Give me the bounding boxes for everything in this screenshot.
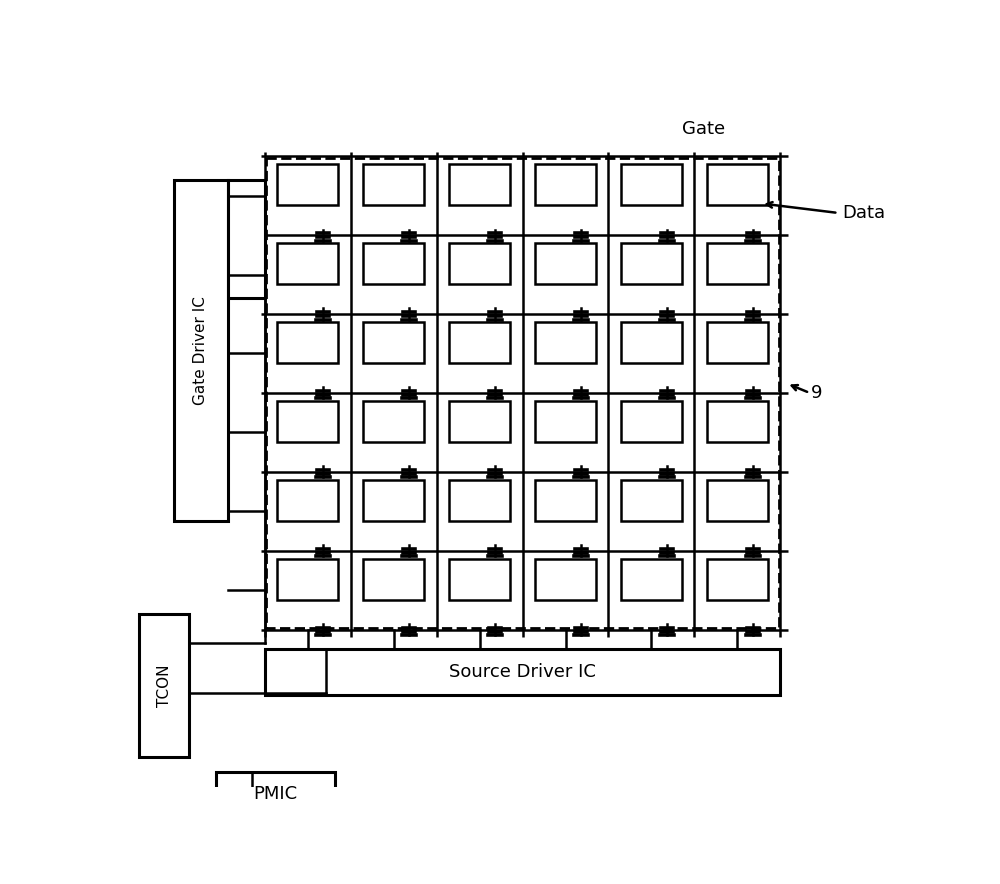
Bar bbox=[535, 400, 596, 442]
Bar bbox=[363, 164, 424, 205]
Bar bbox=[621, 243, 682, 284]
Text: Data: Data bbox=[842, 204, 885, 222]
Bar bbox=[174, 179, 228, 521]
Bar bbox=[449, 322, 510, 363]
Bar bbox=[535, 164, 596, 205]
Bar bbox=[535, 322, 596, 363]
Bar bbox=[363, 400, 424, 442]
Bar bbox=[363, 480, 424, 521]
Bar bbox=[535, 243, 596, 284]
Bar bbox=[707, 559, 768, 599]
Bar bbox=[265, 649, 780, 695]
Bar bbox=[449, 243, 510, 284]
Bar bbox=[707, 243, 768, 284]
Bar bbox=[266, 157, 779, 629]
Text: TCON: TCON bbox=[157, 664, 172, 706]
Bar bbox=[216, 772, 335, 817]
Bar bbox=[277, 322, 338, 363]
Bar bbox=[707, 480, 768, 521]
Text: Gate Driver IC: Gate Driver IC bbox=[193, 296, 208, 405]
Bar bbox=[363, 322, 424, 363]
Bar bbox=[277, 400, 338, 442]
Bar bbox=[449, 164, 510, 205]
Text: Source Driver IC: Source Driver IC bbox=[449, 663, 596, 681]
Bar bbox=[139, 614, 189, 757]
Bar bbox=[621, 480, 682, 521]
Text: 9: 9 bbox=[811, 384, 823, 402]
Bar bbox=[621, 400, 682, 442]
Bar bbox=[535, 559, 596, 599]
Bar bbox=[707, 322, 768, 363]
Bar bbox=[621, 322, 682, 363]
Bar bbox=[707, 400, 768, 442]
Bar bbox=[707, 164, 768, 205]
Bar bbox=[621, 164, 682, 205]
Bar bbox=[277, 243, 338, 284]
Bar bbox=[277, 559, 338, 599]
Bar bbox=[449, 400, 510, 442]
Bar bbox=[535, 480, 596, 521]
Bar bbox=[228, 179, 265, 298]
Text: Gate: Gate bbox=[682, 120, 725, 138]
Bar bbox=[621, 559, 682, 599]
Bar bbox=[277, 480, 338, 521]
Bar bbox=[363, 243, 424, 284]
Bar bbox=[277, 164, 338, 205]
Text: PMIC: PMIC bbox=[254, 786, 298, 804]
Bar bbox=[363, 559, 424, 599]
Bar bbox=[449, 480, 510, 521]
Bar bbox=[449, 559, 510, 599]
